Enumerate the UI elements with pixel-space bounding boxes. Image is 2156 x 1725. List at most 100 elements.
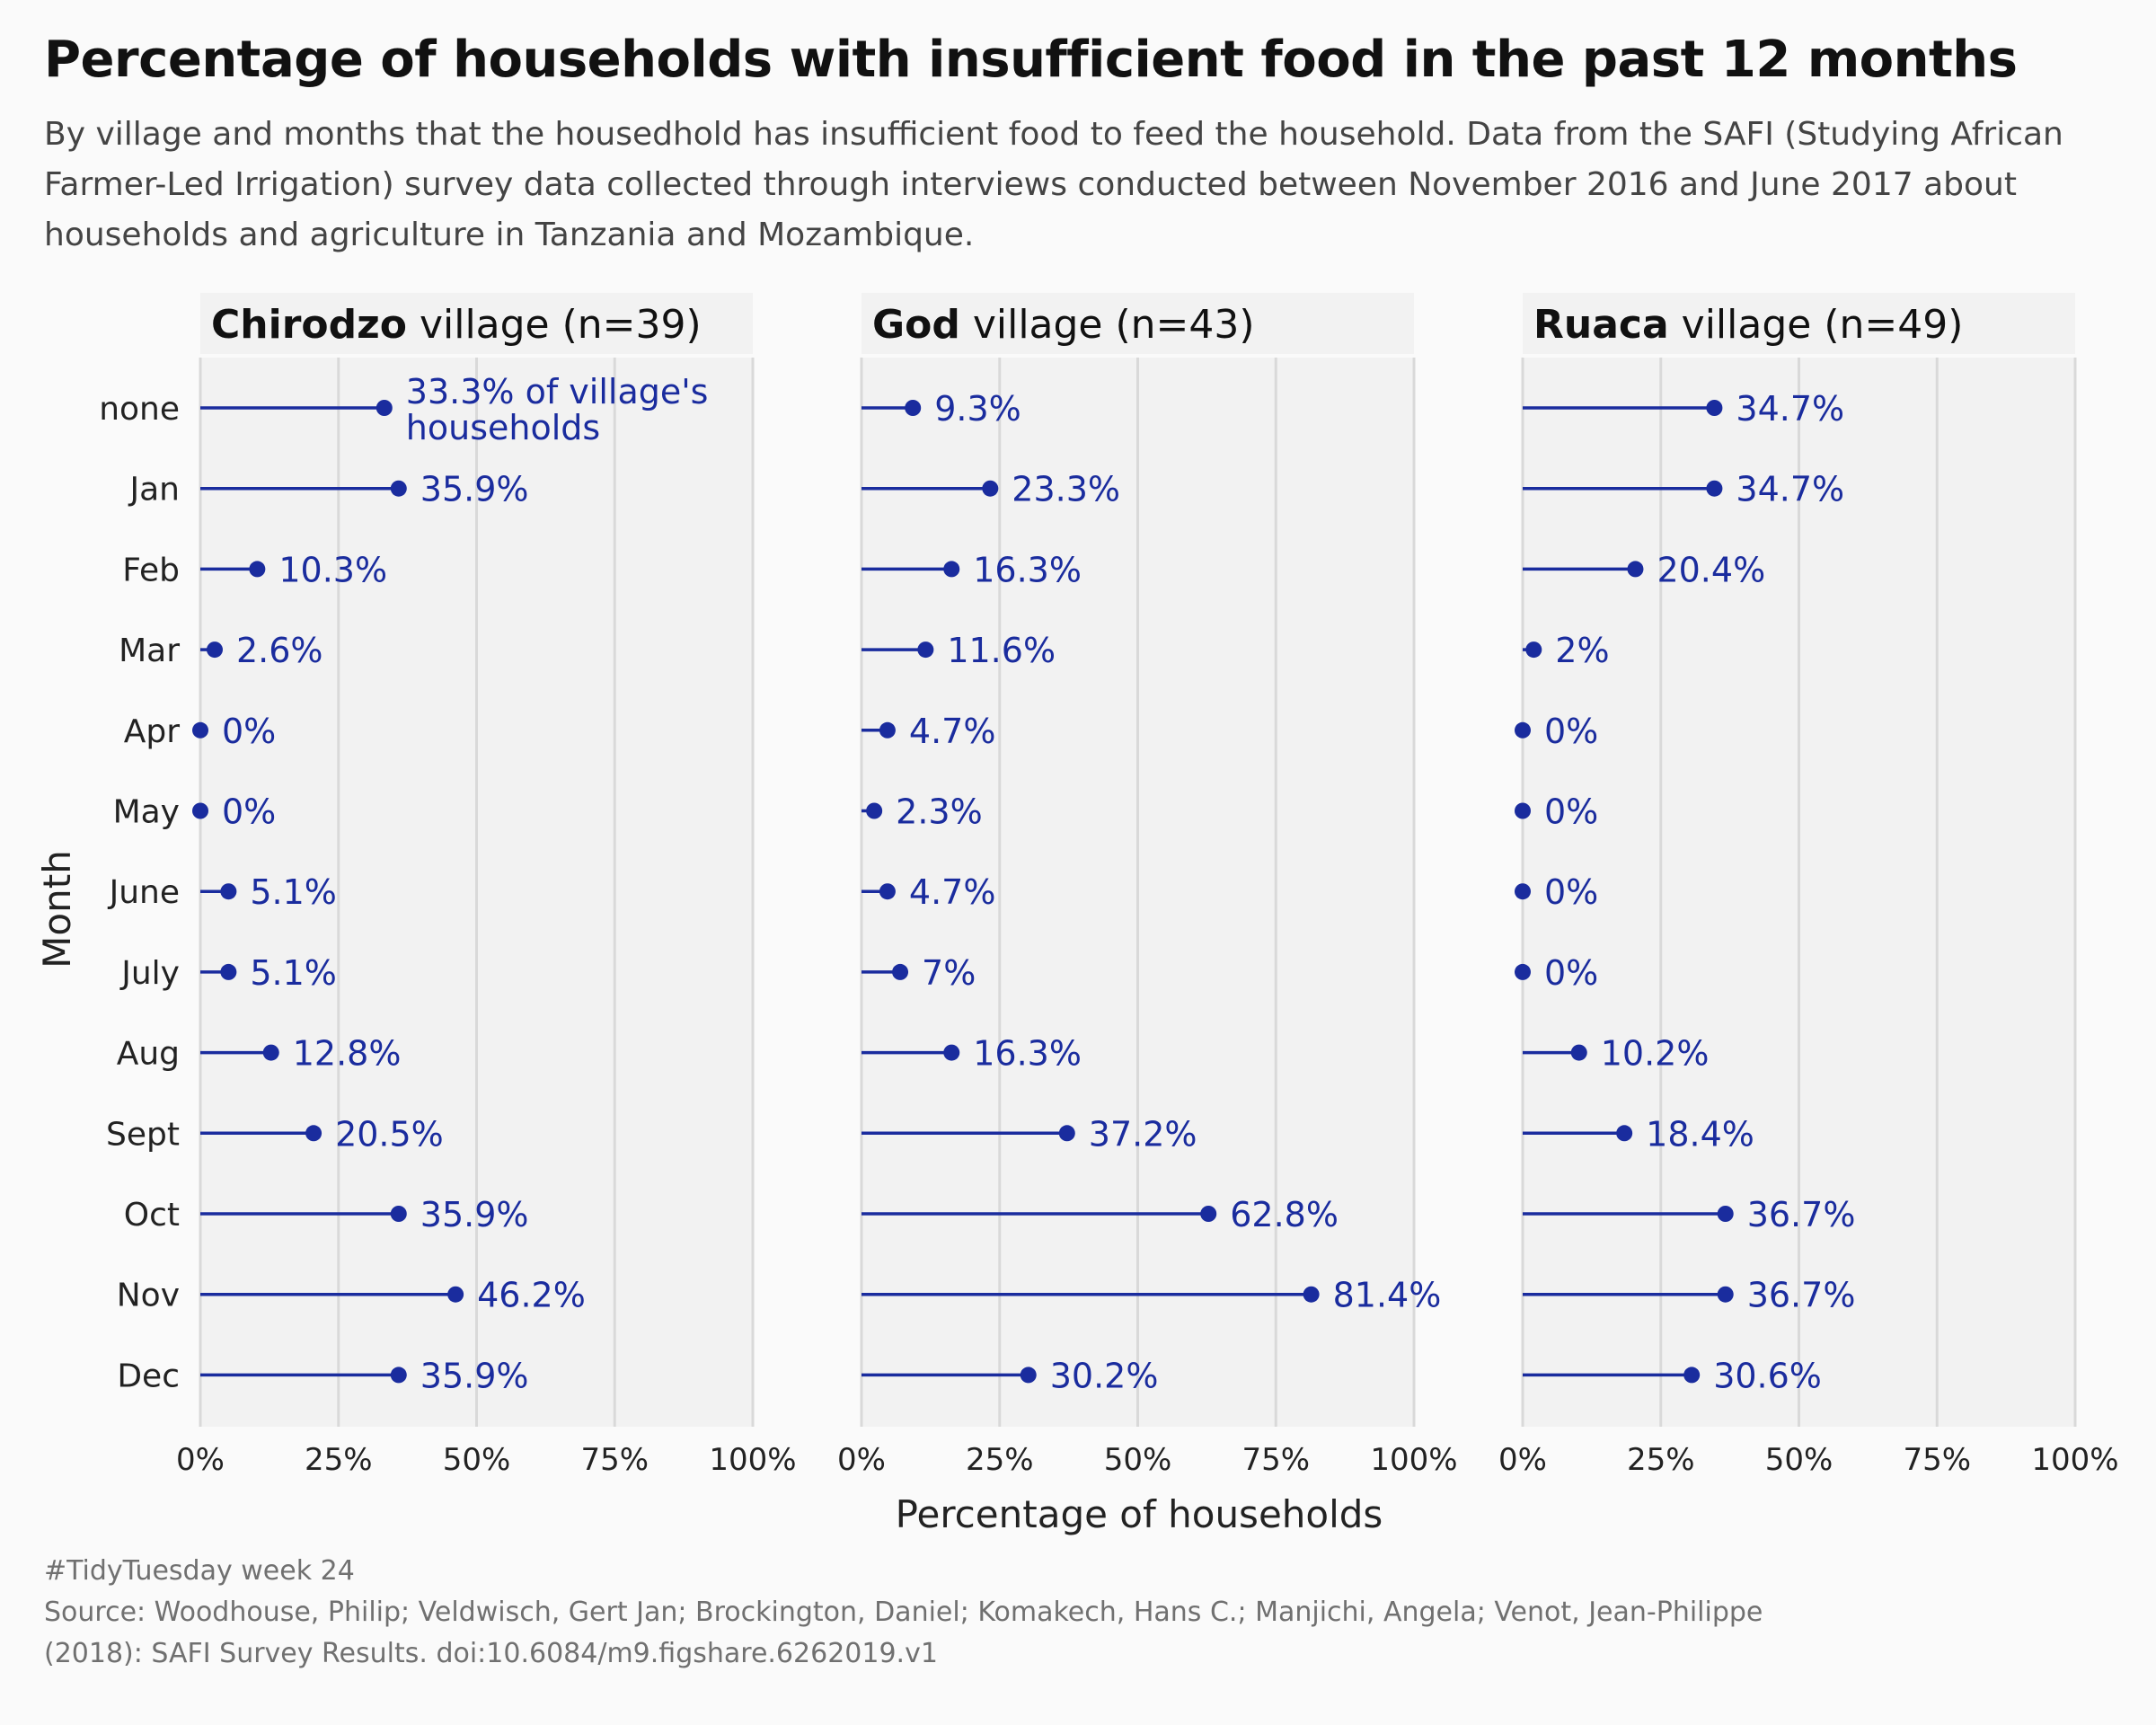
panel-ruaca: Ruaca village (n=49) 0% 25% 50% 75% 100% 34.7%… (1498, 293, 2119, 1478)
data-label-ruaca-nov: 36.7% (1747, 1276, 1856, 1315)
x-tick-label-ruaca-75: 75% (1903, 1442, 1971, 1478)
data-label-god-jan: 23.3% (1012, 470, 1120, 509)
lollipop-chart: Month Percentage of households none Jan Fe… (35, 293, 2119, 1536)
point-ruaca-jan (1706, 480, 1723, 497)
caption-hashtag: #TidyTuesday week 24 (44, 1555, 355, 1587)
point-god-apr (879, 721, 896, 739)
data-label-chirodzo-feb: 10.3% (278, 550, 387, 589)
data-label-ruaca-oct: 36.7% (1747, 1195, 1856, 1234)
point-chirodzo-nov (447, 1286, 464, 1303)
data-label-ruaca-july: 0% (1544, 953, 1598, 993)
x-tick-label-chirodzo-0: 0% (176, 1442, 225, 1478)
data-label-chirodzo-may: 0% (222, 792, 276, 832)
point-god-may (866, 802, 883, 819)
point-chirodzo-aug (262, 1044, 279, 1061)
y-tick-label-nov: Nov (117, 1278, 180, 1314)
data-label-chirodzo-jan: 35.9% (420, 470, 529, 509)
y-tick-label-dec: Dec (117, 1358, 180, 1394)
data-label-ruaca-jan: 34.7% (1736, 470, 1844, 509)
data-label-ruaca-mar: 2% (1555, 631, 1609, 670)
panel-god: God village (n=43) 0% 25% 50% 75% 100% 9.3% 23.… (837, 293, 1458, 1478)
strip-ruaca-village: Ruaca (1533, 302, 1669, 348)
point-ruaca-oct (1717, 1206, 1734, 1222)
data-label-god-june: 4.7% (909, 872, 996, 912)
point-chirodzo-may (192, 802, 208, 819)
panel-chirodzo: Chirodzo village (n=39) 0% 25% 50% 75% 100% 33… (176, 293, 797, 1478)
y-tick-label-oct: Oct (124, 1197, 180, 1234)
data-label-ruaca-sept: 18.4% (1646, 1114, 1754, 1154)
data-label-chirodzo-apr: 0% (222, 712, 276, 751)
x-tick-label-ruaca-25: 25% (1627, 1442, 1695, 1478)
point-god-jan (982, 480, 999, 497)
point-ruaca-june (1515, 883, 1531, 900)
data-label-ruaca-june: 0% (1544, 872, 1598, 912)
x-tick-label-ruaca-0: 0% (1498, 1442, 1547, 1478)
x-tick-label-god-25: 25% (966, 1442, 1034, 1478)
point-god-june (879, 883, 896, 900)
point-ruaca-sept (1616, 1125, 1633, 1142)
point-chirodzo-june (220, 883, 237, 900)
point-ruaca-apr (1515, 721, 1531, 739)
strip-ruaca-count: village (n=49) (1669, 302, 1964, 348)
point-chirodzo-mar (206, 641, 223, 659)
point-god-july (892, 963, 909, 980)
point-ruaca-may (1515, 802, 1531, 819)
point-ruaca-nov (1717, 1286, 1734, 1303)
caption-source: Source: Woodhouse, Philip; Veldwisch, Ge… (44, 1597, 1763, 1628)
x-tick-label-ruaca-50: 50% (1765, 1442, 1833, 1478)
point-god-nov (1303, 1286, 1320, 1303)
data-label-god-july: 7% (922, 953, 976, 993)
point-chirodzo-july (220, 963, 237, 980)
chart-caption: #TidyTuesday week 24 Source: Woodhouse, … (44, 1551, 2110, 1675)
caption-source-cont: (2018): SAFI Survey Results. doi:10.6084… (44, 1638, 938, 1669)
y-tick-label-apr: Apr (124, 713, 180, 750)
strip-god-bg (862, 293, 1414, 354)
point-ruaca-july (1515, 963, 1531, 980)
y-tick-label-july: July (119, 955, 180, 992)
data-label-god-apr: 4.7% (909, 712, 996, 751)
data-label-chirodzo-june: 5.1% (250, 872, 337, 912)
y-tick-label-aug: Aug (117, 1036, 180, 1073)
strip-ruaca-label: Ruaca village (n=49) (1533, 302, 1963, 348)
y-tick-label-none: none (99, 391, 180, 428)
point-ruaca-none (1706, 400, 1723, 416)
data-label-god-dec: 30.2% (1050, 1356, 1159, 1395)
y-tick-label-sept: Sept (106, 1116, 180, 1153)
data-label-ruaca-aug: 10.2% (1601, 1034, 1710, 1074)
data-label-god-feb: 16.3% (973, 550, 1082, 589)
point-chirodzo-dec (390, 1367, 407, 1384)
x-tick-label-god-0: 0% (837, 1442, 886, 1478)
point-chirodzo-none (376, 400, 393, 416)
y-tick-label-jan: Jan (128, 472, 181, 509)
x-tick-label-god-50: 50% (1104, 1442, 1172, 1478)
point-god-feb (943, 561, 960, 578)
x-tick-label-chirodzo-25: 25% (305, 1442, 373, 1478)
x-tick-label-chirodzo-50: 50% (443, 1442, 511, 1478)
strip-god-count: village (n=43) (960, 302, 1255, 348)
point-god-dec (1020, 1367, 1037, 1384)
data-label-chirodzo-aug: 12.8% (293, 1034, 402, 1074)
y-axis-title: Month (35, 850, 79, 969)
data-label-chirodzo-dec: 35.9% (420, 1356, 529, 1395)
data-label-chirodzo-sept: 20.5% (335, 1114, 444, 1154)
point-god-oct (1200, 1206, 1217, 1222)
data-label-god-may: 2.3% (896, 792, 983, 832)
point-god-aug (943, 1044, 960, 1061)
y-tick-label-may: May (113, 794, 180, 831)
y-tick-label-june: June (108, 874, 180, 911)
data-label-ruaca-none: 34.7% (1736, 389, 1844, 429)
data-label-chirodzo-none: 33.3% of village's households (406, 372, 709, 447)
data-label-god-mar: 11.6% (947, 631, 1056, 670)
data-label-chirodzo-nov: 46.2% (477, 1276, 586, 1315)
data-label-god-none: 9.3% (934, 389, 1021, 429)
data-label-ruaca-may: 0% (1544, 792, 1598, 832)
data-label-chirodzo-mar: 2.6% (236, 631, 323, 670)
point-ruaca-mar (1525, 641, 1542, 659)
x-tick-label-chirodzo-100: 100% (709, 1442, 796, 1478)
strip-god-label: God village (n=43) (872, 302, 1255, 348)
point-chirodzo-jan (390, 480, 407, 497)
point-chirodzo-sept (305, 1125, 323, 1142)
x-tick-label-god-75: 75% (1241, 1442, 1310, 1478)
point-chirodzo-oct (390, 1206, 407, 1222)
